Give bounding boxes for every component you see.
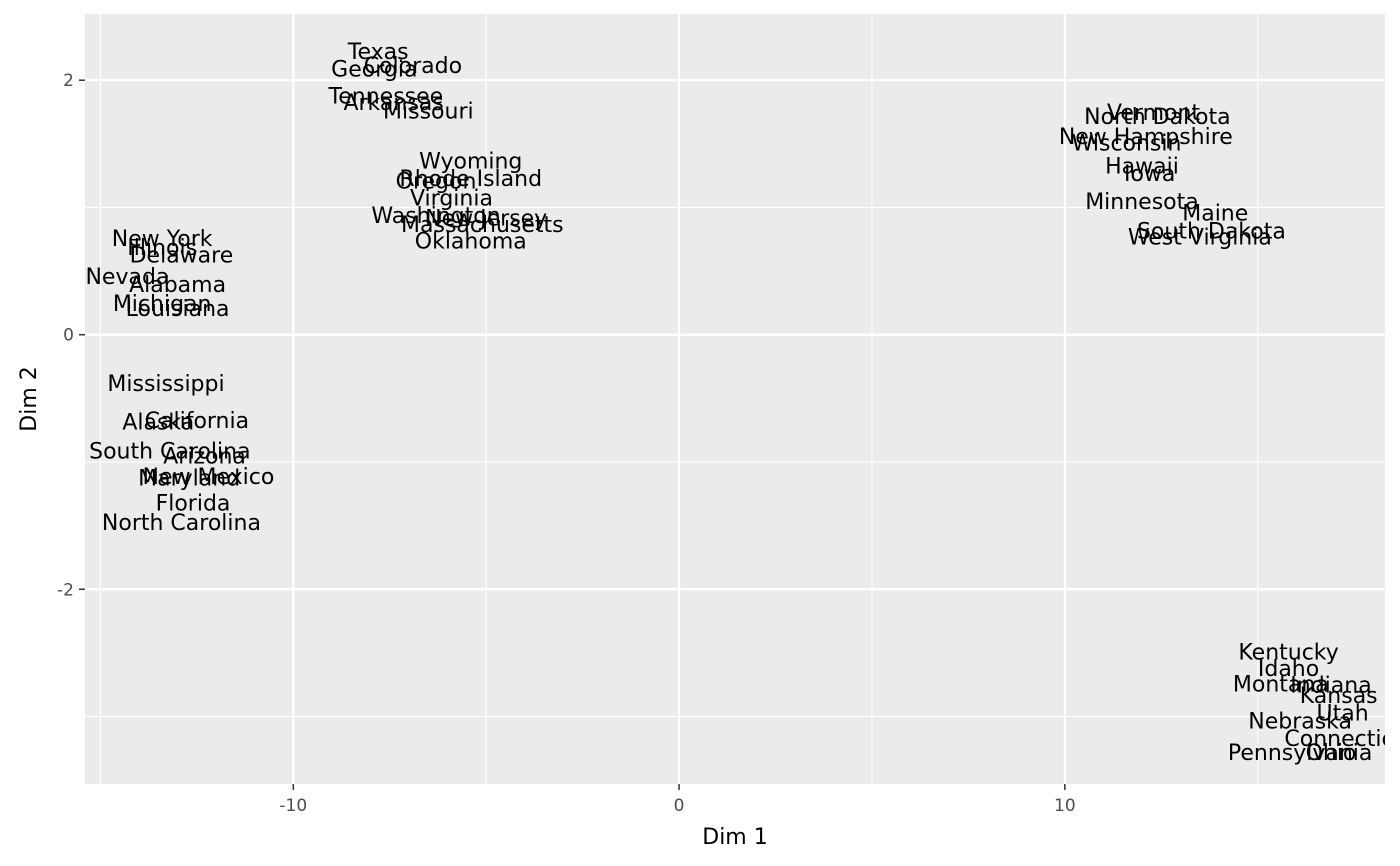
point-label: Nebraska (1248, 709, 1352, 734)
y-axis-title: Dim 2 (17, 366, 42, 431)
point-label: Nevada (85, 265, 169, 290)
x-tick-label: -10 (279, 796, 307, 816)
point-label: Montana (1233, 672, 1329, 697)
point-label: Texas (347, 40, 409, 65)
point-label: New Hampshire (1059, 125, 1233, 150)
point-label: Arkansas (343, 91, 443, 116)
point-label: Massachusetts (401, 213, 564, 238)
point-label: Virginia (410, 186, 493, 211)
grid-minor (85, 14, 1385, 784)
point-label: Indiana (1290, 674, 1371, 699)
point-label: Hawaii (1105, 154, 1179, 179)
point-label: West Virginia (1128, 226, 1272, 251)
point-label: Ohio (1306, 741, 1357, 766)
point-label: New York (112, 227, 213, 252)
point-label: Connecticut (1284, 727, 1400, 752)
point-label: Maryland (138, 466, 240, 491)
point-label: Iowa (1124, 162, 1175, 187)
point-label: Florida (156, 492, 231, 517)
point-label: Oklahoma (415, 230, 527, 255)
y-axis: -2 0 2 (57, 71, 85, 600)
x-axis: -10 0 10 (279, 784, 1076, 816)
point-label: Missouri (383, 100, 474, 125)
point-label: Colorado (364, 54, 462, 79)
point-label: South Dakota (1137, 219, 1286, 244)
point-label: Louisiana (126, 297, 230, 322)
y-tick-label: -2 (57, 580, 74, 600)
point-label: Utah (1316, 702, 1368, 727)
point-label: Kansas (1300, 684, 1378, 709)
point-label: Delaware (130, 244, 234, 269)
point-label: Georgia (331, 58, 417, 83)
point-label: North Dakota (1084, 105, 1230, 130)
point-label: Rhode Island (399, 167, 542, 192)
point-label: New Jersey (425, 207, 547, 232)
point-label: Illinois (127, 236, 197, 261)
point-label: California (145, 409, 249, 434)
y-tick-label: 2 (63, 71, 74, 91)
point-label: Wyoming (419, 149, 522, 174)
point-label: Alabama (129, 273, 226, 298)
point-label: Oregon (396, 170, 477, 195)
point-label: South Carolina (89, 440, 250, 465)
point-label: Alaska (122, 410, 194, 435)
point-label: Michigan (113, 292, 212, 317)
point-label: North Carolina (102, 511, 261, 536)
point-label: Mississippi (107, 372, 224, 397)
point-label: New Mexico (143, 465, 275, 490)
point-labels: TexasColoradoGeorgiaTennesseeArkansasMis… (85, 40, 1400, 766)
y-tick-label: 0 (63, 326, 74, 346)
point-label: Minnesota (1085, 190, 1199, 215)
point-label: Arizona (163, 445, 246, 470)
point-label: Idaho (1258, 657, 1319, 682)
x-tick-label: 0 (674, 796, 685, 816)
grid-major (85, 14, 1385, 784)
point-label: Maine (1182, 202, 1248, 227)
point-label: Vermont (1107, 101, 1200, 126)
plot-panel (85, 14, 1385, 784)
point-label: Pennsylvania (1228, 741, 1373, 766)
x-tick-label: 10 (1054, 796, 1076, 816)
point-label: Tennessee (328, 84, 444, 109)
x-axis-title: Dim 1 (702, 825, 767, 850)
point-label: Kentucky (1238, 641, 1338, 666)
point-label: Washington (371, 204, 500, 229)
point-label: Wisconsin (1072, 132, 1182, 157)
